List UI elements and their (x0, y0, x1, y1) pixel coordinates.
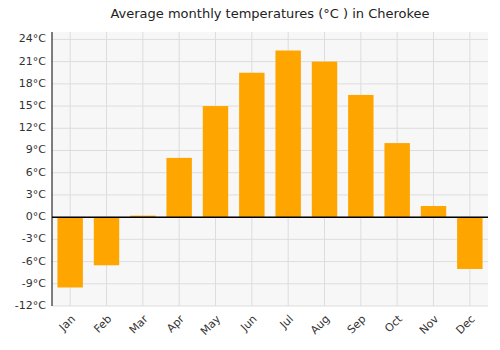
grid-line-x (142, 32, 143, 306)
grid-line-y (52, 150, 488, 151)
x-tick-label: Jan (56, 313, 78, 335)
y-tick-label: -6°C (22, 255, 46, 268)
y-axis-line (52, 32, 53, 306)
bar (421, 206, 446, 217)
y-tick-label: 6°C (26, 166, 46, 179)
bar (457, 217, 482, 269)
y-tick-label: 24°C (19, 32, 46, 45)
x-tick-label: Dec (453, 313, 477, 337)
chart: -12°C -9°C -6°C -3°C 0°C 3°C 6°C 9°C 12°C 15°C 18°… (0, 0, 500, 350)
bar (239, 73, 264, 217)
grid-line-y (52, 39, 488, 40)
y-tick-label: 0°C (26, 210, 46, 223)
x-tick-label: Apr (164, 312, 187, 335)
axes: -12°C -9°C -6°C -3°C 0°C 3°C 6°C 9°C 12°C 15°C 18°… (15, 32, 478, 337)
title: Average monthly temperatures (°C ) in Ch… (110, 6, 429, 21)
x-tick-label: Feb (91, 313, 114, 336)
y-tick-label: 9°C (26, 143, 46, 156)
grid-line-y (52, 106, 488, 107)
x-tick-label: Oct (382, 312, 405, 335)
x-tick-label: May (198, 312, 224, 338)
grid-line-y (52, 83, 488, 84)
y-tick-label: 21°C (19, 55, 46, 68)
bar (166, 158, 191, 217)
y-tick-label: 12°C (19, 121, 46, 134)
x-tick-label: Sep (345, 313, 369, 337)
x-tick-label: Jul (277, 313, 296, 332)
grid-line-y (52, 172, 488, 173)
x-tick-label: Mar (127, 312, 151, 336)
y-tick-label: -3°C (22, 232, 46, 245)
bar (312, 62, 337, 218)
bar (203, 106, 228, 217)
grid-line-y (52, 61, 488, 62)
grid-line-y (52, 283, 488, 284)
grid-line-y (52, 194, 488, 195)
grid (52, 32, 488, 306)
bar (57, 217, 82, 287)
x-tick-label: Jun (238, 313, 260, 335)
x-tick-label: Nov (417, 312, 442, 337)
grid-line-x (433, 32, 434, 306)
y-tick-label: -12°C (15, 299, 46, 312)
y-tick-label: 18°C (19, 77, 46, 90)
grid-line-y (52, 217, 488, 218)
bar (384, 143, 409, 217)
plot-background (52, 32, 488, 306)
bar (94, 217, 119, 265)
y-tick-label: -9°C (22, 277, 46, 290)
bar (275, 51, 300, 218)
grid-line-y (52, 128, 488, 129)
x-tick-label: Aug (308, 313, 332, 337)
grid-line-y (52, 306, 488, 307)
bar (348, 95, 373, 217)
y-tick-label: 15°C (19, 99, 46, 112)
bars (57, 51, 482, 288)
y-tick-label: 3°C (26, 188, 46, 201)
zero-line (52, 216, 488, 218)
